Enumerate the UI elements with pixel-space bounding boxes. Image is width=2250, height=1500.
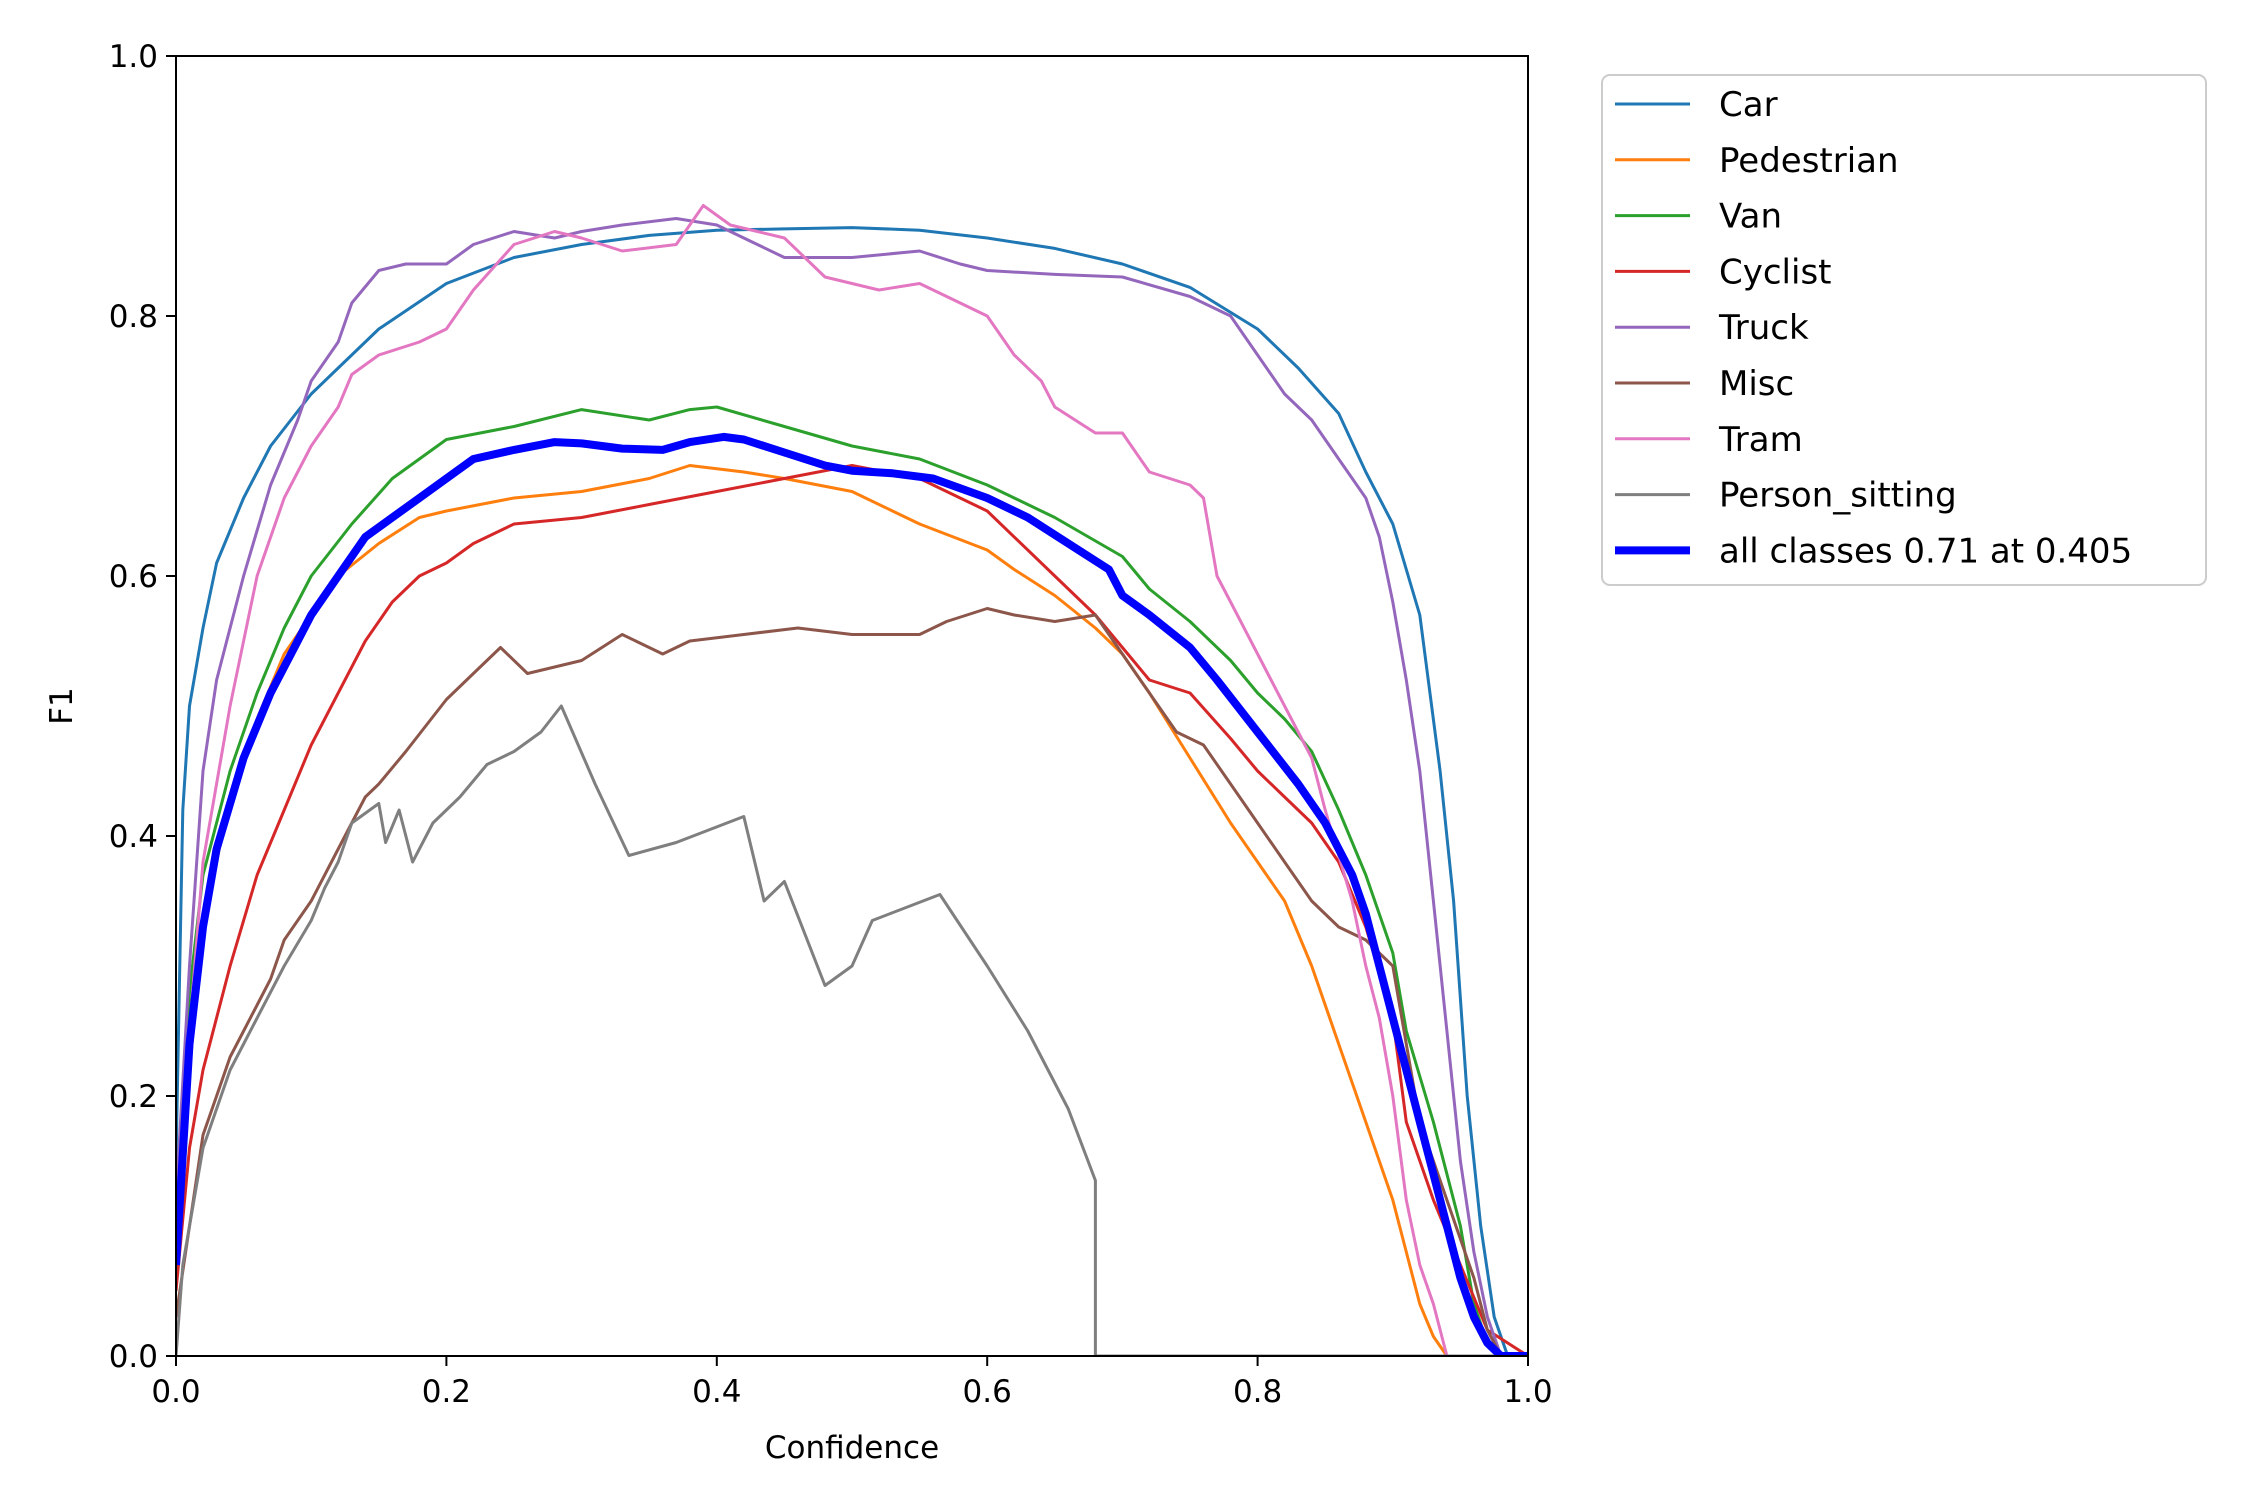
legend-label: Pedestrian: [1719, 141, 1899, 181]
legend-item-car: Car: [1615, 85, 1778, 125]
y-axis-label: F1: [44, 687, 80, 725]
plot-frame: [175, 55, 1529, 1357]
x-tick-label: 0.0: [151, 1374, 200, 1410]
series-line-cyclist: [176, 464, 1528, 1356]
series-line-truck: [176, 217, 1528, 1356]
legend-label: Tram: [1718, 420, 1803, 460]
legend-item-cyclist: Cyclist: [1615, 252, 1832, 292]
legend-label: Cyclist: [1719, 252, 1832, 292]
series-line-pedestrian: [176, 464, 1449, 1356]
x-tick-label: 1.0: [1503, 1374, 1552, 1410]
legend: Car Pedestrian Van Cyclist Truck Misc Tram Pers…: [1601, 74, 2207, 586]
y-tick-label: 0.0: [109, 1339, 158, 1375]
x-tick-label: 0.8: [1233, 1374, 1282, 1410]
legend-box: [1601, 74, 2207, 586]
series-line-car: [176, 226, 1528, 1356]
series-line-tram: [176, 204, 1528, 1356]
legend-item-all-classes-0-71-at-0-405: all classes 0.71 at 0.405: [1615, 531, 2132, 571]
legend-label: Truck: [1718, 308, 1809, 348]
y-tick-label: 0.8: [109, 299, 158, 335]
series-line-misc: [176, 607, 1528, 1356]
legend-item-truck: Truck: [1615, 308, 1809, 348]
series-line-all-classes-0-71-at-0-405: [176, 432, 1528, 1356]
series-layer: [176, 204, 1528, 1356]
x-axis: 0.0 0.2 0.4 0.6 0.8 1.0: [151, 1356, 1553, 1410]
legend-label: all classes 0.71 at 0.405: [1719, 531, 2132, 571]
x-tick-label: 0.2: [422, 1374, 471, 1410]
legend-item-person-sitting: Person_sitting: [1615, 476, 1957, 516]
y-tick-label: 0.6: [109, 559, 158, 595]
legend-item-tram: Tram: [1615, 420, 1803, 460]
legend-item-pedestrian: Pedestrian: [1615, 141, 1899, 181]
y-tick-label: 0.4: [109, 819, 158, 855]
legend-item-van: Van: [1615, 197, 1782, 237]
legend-label: Misc: [1719, 364, 1794, 404]
legend-label: Car: [1719, 85, 1778, 125]
legend-label: Van: [1719, 197, 1782, 237]
legend-label: Person_sitting: [1719, 476, 1957, 516]
y-axis: 0.0 0.2 0.4 0.6 0.8 1.0: [109, 39, 176, 1375]
series-line-van: [176, 405, 1528, 1356]
y-tick-label: 0.2: [109, 1079, 158, 1115]
series-line-person-sitting: [176, 704, 1528, 1356]
y-tick-label: 1.0: [109, 39, 158, 75]
legend-item-misc: Misc: [1615, 364, 1794, 404]
x-tick-label: 0.4: [692, 1374, 741, 1410]
x-tick-label: 0.6: [963, 1374, 1012, 1410]
x-axis-label: Confidence: [765, 1430, 939, 1466]
